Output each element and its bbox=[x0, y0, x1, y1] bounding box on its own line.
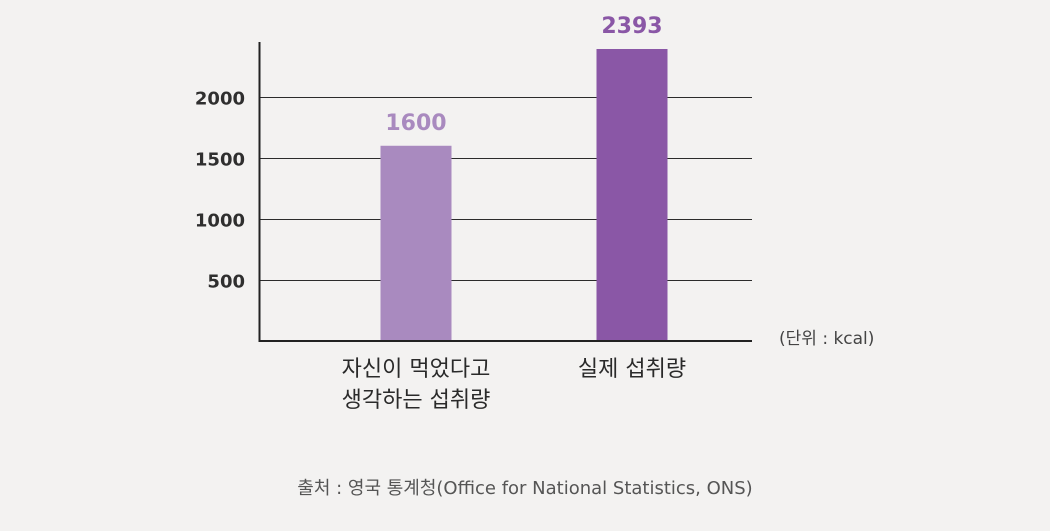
y-tick-label: 1000 bbox=[195, 211, 245, 232]
data-labels: 1600 2393 bbox=[385, 14, 662, 136]
source-label: 출처 : 영국 통계청(Office for National Statisti… bbox=[297, 478, 752, 499]
y-tick-label: 500 bbox=[207, 272, 245, 293]
y-tick-label: 1500 bbox=[195, 150, 245, 171]
bar-2 bbox=[596, 49, 668, 341]
category-label: 생각하는 섭취량 bbox=[342, 388, 491, 413]
y-tick-label: 2000 bbox=[195, 89, 245, 110]
data-label-2: 2393 bbox=[601, 14, 662, 39]
data-label-1: 1600 bbox=[385, 111, 446, 136]
bars bbox=[380, 49, 668, 341]
y-tick-labels: 500 1000 1500 2000 bbox=[195, 89, 245, 293]
category-label: 실제 섭취량 bbox=[578, 357, 686, 382]
bar-1 bbox=[380, 145, 452, 341]
category-label: 자신이 먹었다고 bbox=[342, 357, 491, 382]
axes bbox=[258, 42, 752, 342]
gridlines bbox=[259, 97, 752, 281]
unit-label: (단위 : kcal) bbox=[779, 329, 874, 349]
